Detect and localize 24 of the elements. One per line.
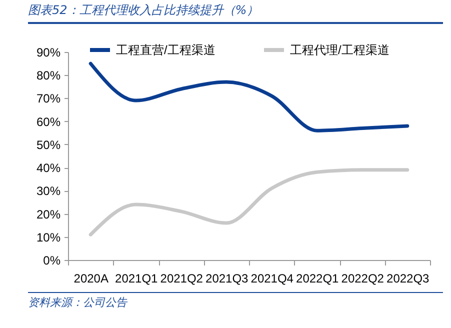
y-tick-label: 50% — [36, 138, 61, 152]
x-tick-label: 2022Q1 — [296, 272, 340, 286]
x-tick-label: 2021Q2 — [160, 272, 204, 286]
chart-title: 图表52：工程代理收入占比持续提升（%） — [28, 2, 443, 24]
y-tick-label: 60% — [36, 114, 61, 129]
y-tick-label: 10% — [36, 230, 61, 244]
y-tick-label: 20% — [36, 207, 61, 222]
x-tick-label: 2022Q2 — [341, 272, 384, 286]
x-tick-label: 2021Q1 — [115, 272, 158, 286]
legend-label: 工程直营/工程渠道 — [116, 43, 216, 57]
x-tick-label: 2020A — [74, 272, 108, 286]
y-tick-label: 30% — [36, 184, 61, 198]
text: 资料来源：公司公告 — [28, 292, 443, 310]
y-tick-label: 70% — [36, 92, 61, 106]
x-tick-label: 2021Q3 — [206, 272, 249, 286]
y-tick-label: 40% — [36, 161, 61, 176]
x-tick-label: 2022Q3 — [386, 272, 430, 286]
x-tick-label: 2021Q4 — [250, 272, 294, 286]
y-tick-label: 80% — [36, 68, 61, 83]
y-tick-label: 0% — [43, 254, 61, 268]
legend-label: 工程代理/工程渠道 — [290, 43, 390, 57]
y-tick-label: 90% — [36, 46, 61, 60]
line-series — [88, 168, 410, 236]
line-series — [88, 62, 410, 132]
